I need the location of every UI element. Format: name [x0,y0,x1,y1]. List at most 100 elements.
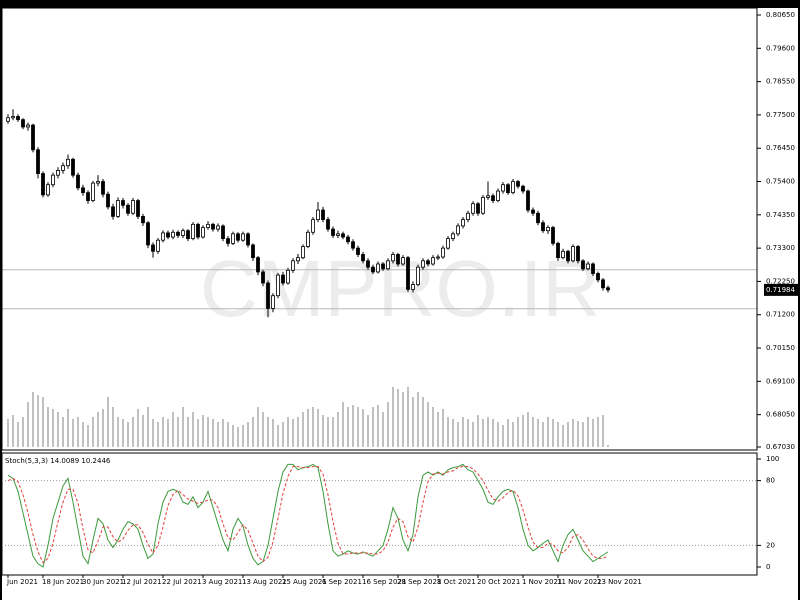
candle-body [151,244,155,252]
x-tick-label: 1 Nov 2021 [522,578,562,586]
stoch-line [7,463,609,568]
y-tick-label: 20 [766,541,775,549]
x-tick-label: 8 Oct 2021 [437,578,476,586]
candle-body [96,181,100,184]
candle-body [171,231,175,238]
candle-body [361,254,365,262]
candle-body [11,116,15,119]
candle-body [481,196,485,214]
x-tick-label: 20 Oct 2021 [477,578,520,586]
candle-body [281,274,285,284]
candle-body [556,242,560,259]
candle-body [311,219,315,233]
candle-body [191,223,195,240]
candle-body [61,165,65,171]
candle-body [241,233,245,241]
candle-body [226,238,230,244]
candle-body [201,227,205,238]
candle-body [6,117,10,122]
candle-body [346,236,350,243]
candle-body [581,260,585,270]
candle-body [336,233,340,236]
candle-body [591,263,595,274]
candle-body [231,233,235,244]
candle-body [156,239,160,252]
candle-body [116,200,120,217]
y-tick-label: 0.80650 [766,11,795,19]
candle-body [216,225,220,230]
x-tick-label: 28 Sep 2021 [397,578,441,586]
candle-body [111,206,115,217]
candle-body [386,260,390,270]
y-tick-label: 0.76450 [766,144,795,152]
y-tick-label: 0.79600 [766,44,795,52]
candle-body [76,174,80,189]
candle-body [551,227,555,244]
candle-body [296,257,300,262]
y-tick-label: 0.69100 [766,377,795,385]
candle-body [501,184,505,192]
candle-body [236,233,240,241]
candle-body [391,254,395,262]
candle-body [401,257,405,265]
candle-body [31,124,35,151]
candle-body [416,266,420,286]
y-tick-label: 80 [766,477,775,485]
candle-body [186,230,190,240]
candle-body [536,212,540,224]
candle-body [441,247,445,258]
y-tick-label: 0.68050 [766,411,795,419]
y-tick-label: 0 [766,563,770,571]
candle-body [206,223,210,228]
candle-body [271,295,275,309]
y-tick-label: 0.77500 [766,111,795,119]
candle-body [426,260,430,265]
candle-body [166,232,170,238]
candle-body [301,246,305,259]
candle-body [471,203,475,214]
y-tick-label: 0.71200 [766,311,795,319]
candle-body [146,222,150,246]
x-tick-label: 12 Jul 2021 [122,578,162,586]
candle-body [81,187,85,194]
candle-body [126,204,130,214]
y-tick-label: 0.67030 [766,443,795,451]
candle-body [381,263,385,270]
candle-body [276,274,280,297]
candle-body [21,119,25,128]
x-tick-label: 3 Aug 2021 [202,578,242,586]
y-tick-label: 0.75400 [766,178,795,186]
candle-body [46,184,50,196]
candle-body [606,287,610,291]
candle-body [491,195,495,201]
price-frame [1,7,758,451]
candle-body [506,184,510,194]
candle-body [566,250,570,262]
candle-body [451,233,455,240]
x-tick-label: 18 Jun 2021 [42,578,84,586]
stoch-title: Stoch(5,3,3) 14.0089 10.2446 [5,457,111,465]
candle-body [121,200,125,206]
candle-body [306,231,310,247]
candle-body [396,254,400,265]
candle-body [131,200,135,214]
candle-body [406,257,410,290]
candle-body [341,233,345,238]
candle-body [141,216,145,224]
candle-body [571,246,575,262]
watermark: CMPRO.IR [200,244,600,333]
candle-body [521,185,525,192]
candle-body [411,284,415,290]
candle-body [246,233,250,246]
candle-body [316,209,320,220]
y-tick-label: 0.74350 [766,211,795,219]
candle-body [286,269,290,284]
candle-body [511,181,515,194]
y-tick-label: 0.70150 [766,344,795,352]
candle-body [326,219,330,230]
candle-body [431,257,435,265]
y-tick-label: 0.73300 [766,244,795,252]
candle-body [436,256,440,259]
candle-body [356,247,360,255]
candle-body [101,181,105,195]
